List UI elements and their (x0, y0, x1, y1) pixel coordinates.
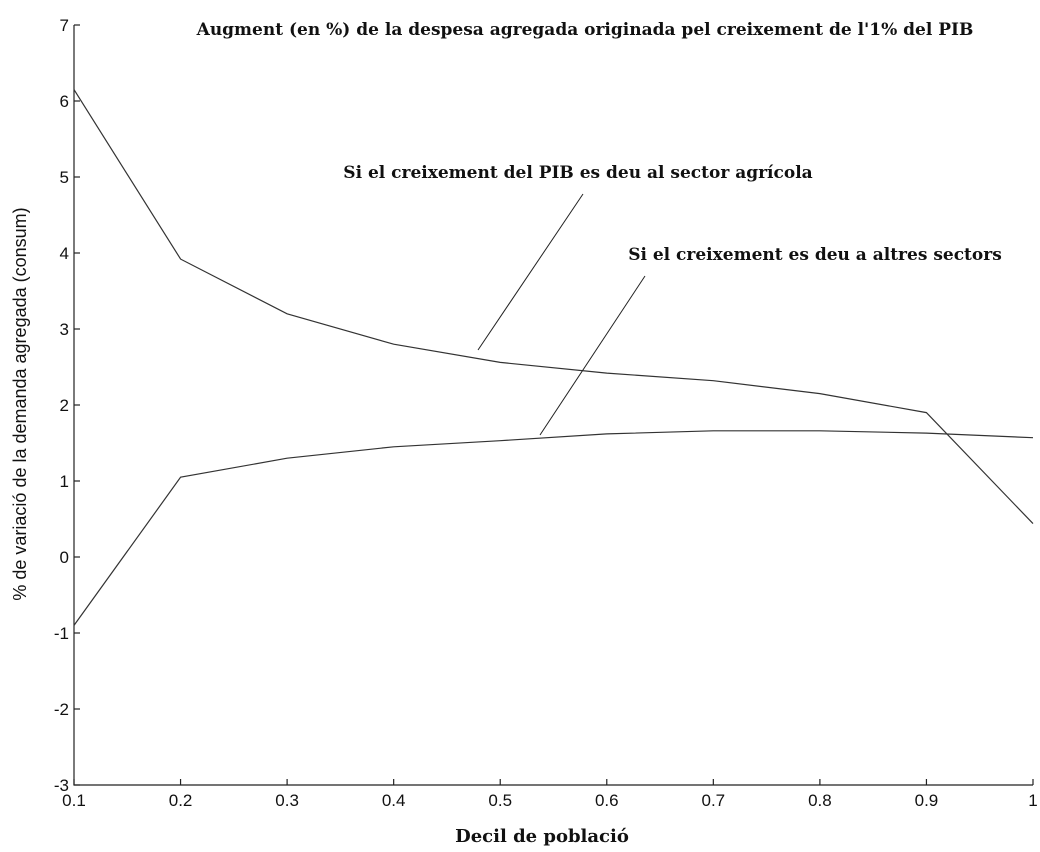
x-tick-label: 0.8 (808, 791, 832, 810)
x-axis-label: Decil de població (455, 826, 629, 847)
annotation-agricultural: Si el creixement del PIB es deu al secto… (343, 163, 812, 183)
y-tick-label: 7 (60, 16, 69, 35)
y-tick-label: 2 (60, 396, 69, 415)
x-tick-label: 0.1 (62, 791, 86, 810)
x-tick-label: 0.2 (169, 791, 193, 810)
y-tick-label: 0 (60, 548, 69, 567)
plot-area: -3 -2 -1 0 1 2 3 4 5 6 7 0.1 0.2 0.3 0.4 0.5 0.6 0.7 0.8 0.… (54, 16, 1038, 810)
y-tick-label: 5 (60, 168, 69, 187)
annotation-leader-agricultural (477, 193, 584, 351)
y-tick-label: -2 (54, 700, 69, 719)
y-tick-label: 4 (60, 244, 69, 263)
y-tick-label: 3 (60, 320, 69, 339)
annotation-leader-other-sectors (539, 275, 646, 436)
y-tick-label: -1 (54, 624, 69, 643)
x-tick-label: 1 (1028, 791, 1037, 810)
series-line-agricultural (73, 89, 1034, 525)
x-tick-label: 0.3 (275, 791, 299, 810)
series-line-other-sectors (73, 430, 1034, 626)
x-tick-label: 0.4 (382, 791, 406, 810)
x-tick-label: 0.9 (915, 791, 939, 810)
y-tick-label: 1 (60, 472, 69, 491)
y-tick-label: 6 (60, 92, 69, 111)
x-tick-label: 0.6 (595, 791, 619, 810)
y-tick-label: -3 (54, 776, 69, 795)
y-axis-label: % de variació de la demanda agregada (co… (10, 207, 30, 600)
annotation-other-sectors: Si el creixement es deu a altres sectors (628, 245, 1002, 265)
chart-title: Augment (en %) de la despesa agregada or… (196, 20, 974, 40)
x-tick-label: 0.7 (702, 791, 726, 810)
x-tick-label: 0.5 (488, 791, 512, 810)
